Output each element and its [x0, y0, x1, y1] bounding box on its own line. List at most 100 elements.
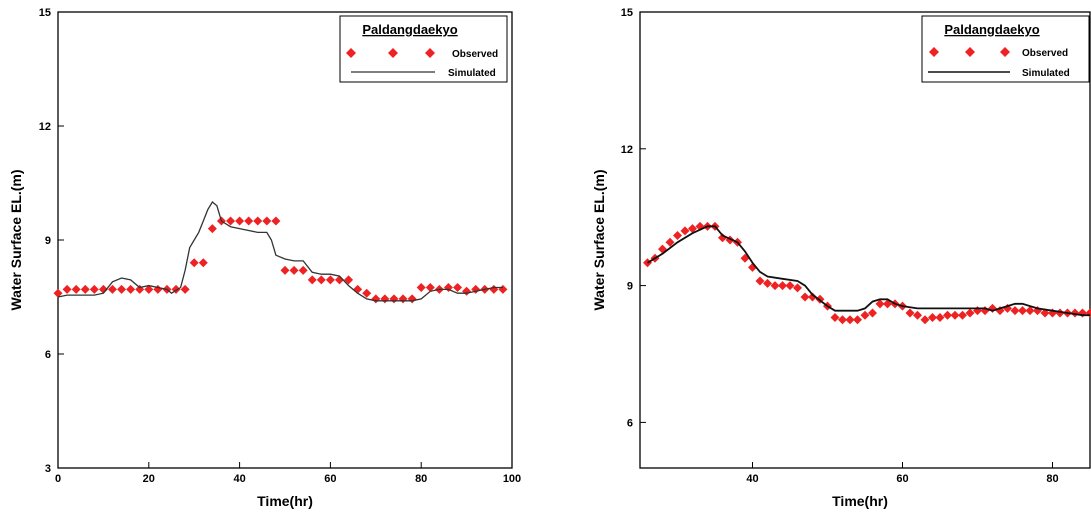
simulated-line	[647, 225, 1090, 317]
observed-point	[1010, 306, 1020, 316]
observed-point	[398, 294, 408, 304]
observed-point	[425, 283, 435, 292]
legend-title: Paldangdaekyo	[362, 22, 457, 37]
observed-series	[53, 216, 508, 304]
legend: Paldangdaekyo Observed Simulated	[921, 15, 1090, 83]
x-tick-label: 40	[233, 473, 245, 485]
legend-box	[339, 15, 508, 83]
observed-point	[1018, 306, 1027, 316]
observed-point	[280, 265, 290, 275]
observed-point	[785, 281, 795, 291]
y-tick-label: 9	[45, 235, 51, 247]
observed-point	[673, 230, 682, 240]
legend-simulated-label: Simulated	[448, 68, 496, 79]
legend-title: Paldangdaekyo	[944, 22, 1039, 37]
observed-point	[905, 308, 915, 318]
observed-point	[207, 224, 217, 234]
observed-point	[943, 310, 952, 320]
axis-ticks: 40 60 80 6 9 12 15	[621, 7, 1059, 485]
observed-point	[262, 216, 272, 226]
observed-point	[688, 224, 697, 234]
x-tick-label: 80	[1046, 473, 1058, 485]
observed-point	[845, 315, 855, 325]
observed-point	[958, 310, 967, 320]
observed-point	[389, 294, 399, 304]
x-tick-label: 60	[324, 473, 336, 485]
y-tick-label: 9	[627, 281, 633, 293]
observed-point	[928, 313, 937, 323]
observed-point	[271, 216, 281, 226]
observed-point	[416, 283, 426, 292]
x-tick-label: 60	[896, 473, 908, 485]
observed-point	[325, 275, 335, 285]
legend-simulated-label: Simulated	[1022, 68, 1070, 79]
observed-point	[1085, 308, 1091, 318]
observed-point	[289, 265, 299, 275]
axis-ticks: 0 20 40 60 80 100 3 6 9 12 15	[39, 7, 521, 485]
observed-point	[680, 226, 690, 236]
observed-point	[913, 310, 922, 320]
observed-point	[362, 288, 372, 298]
observed-point	[965, 308, 975, 318]
observed-point	[235, 216, 245, 226]
observed-point	[107, 284, 117, 294]
series-group	[53, 201, 508, 304]
observed-point	[298, 265, 308, 275]
observed-point	[830, 313, 840, 323]
plot-frame	[639, 11, 1091, 469]
observed-point	[950, 310, 960, 320]
observed-point	[307, 275, 317, 285]
observed-point	[198, 258, 208, 268]
observed-point	[462, 286, 472, 296]
observed-series	[643, 221, 1091, 325]
observed-point	[755, 276, 765, 286]
y-tick-label: 3	[45, 463, 51, 475]
y-axis-title: Water Surface EL.(m)	[8, 169, 24, 310]
chart-right: Time(hr) Water Surface EL.(m) 40 60 80 6 9 12…	[591, 7, 1091, 509]
observed-point	[380, 294, 390, 304]
observed-point	[180, 284, 190, 294]
legend-observed-label: Observed	[1022, 48, 1068, 59]
x-axis-title: Time(hr)	[257, 493, 313, 509]
y-tick-label: 6	[627, 417, 633, 429]
observed-point	[89, 284, 99, 294]
x-tick-label: 80	[415, 473, 427, 485]
observed-point	[316, 275, 326, 285]
observed-point	[253, 216, 263, 226]
chart-left: Time(hr) Water Surface EL.(m) 0 20 40 60 80 1…	[8, 7, 521, 509]
observed-point	[763, 278, 772, 288]
observed-point	[665, 237, 675, 247]
legend-observed-label: Observed	[452, 49, 498, 60]
observed-point	[860, 310, 870, 320]
y-axis-title: Water Surface EL.(m)	[591, 169, 607, 310]
observed-point	[62, 284, 72, 294]
observed-point	[838, 315, 847, 325]
y-tick-label: 12	[39, 121, 51, 133]
observed-point	[407, 294, 417, 304]
legend-observed-marker	[929, 47, 1010, 57]
x-tick-label: 0	[55, 473, 61, 485]
y-tick-label: 15	[39, 7, 51, 19]
observed-point	[853, 315, 862, 325]
observed-point	[344, 275, 354, 285]
observed-point	[920, 315, 930, 325]
legend-observed-marker	[346, 48, 435, 58]
legend: Paldangdaekyo Observed Simulated	[339, 15, 508, 83]
observed-point	[244, 216, 254, 226]
x-tick-label: 40	[746, 473, 758, 485]
observed-point	[453, 283, 463, 292]
observed-point	[800, 292, 810, 302]
series-group	[643, 221, 1091, 325]
y-tick-label: 12	[621, 144, 633, 156]
observed-point	[117, 284, 127, 294]
x-tick-label: 100	[503, 473, 521, 485]
observed-point	[935, 313, 945, 323]
observed-point	[489, 284, 499, 294]
y-tick-label: 15	[621, 7, 633, 19]
observed-point	[71, 284, 81, 294]
simulated-line	[57, 201, 503, 302]
observed-point	[868, 308, 877, 318]
observed-point	[98, 284, 108, 294]
observed-point	[770, 281, 780, 291]
